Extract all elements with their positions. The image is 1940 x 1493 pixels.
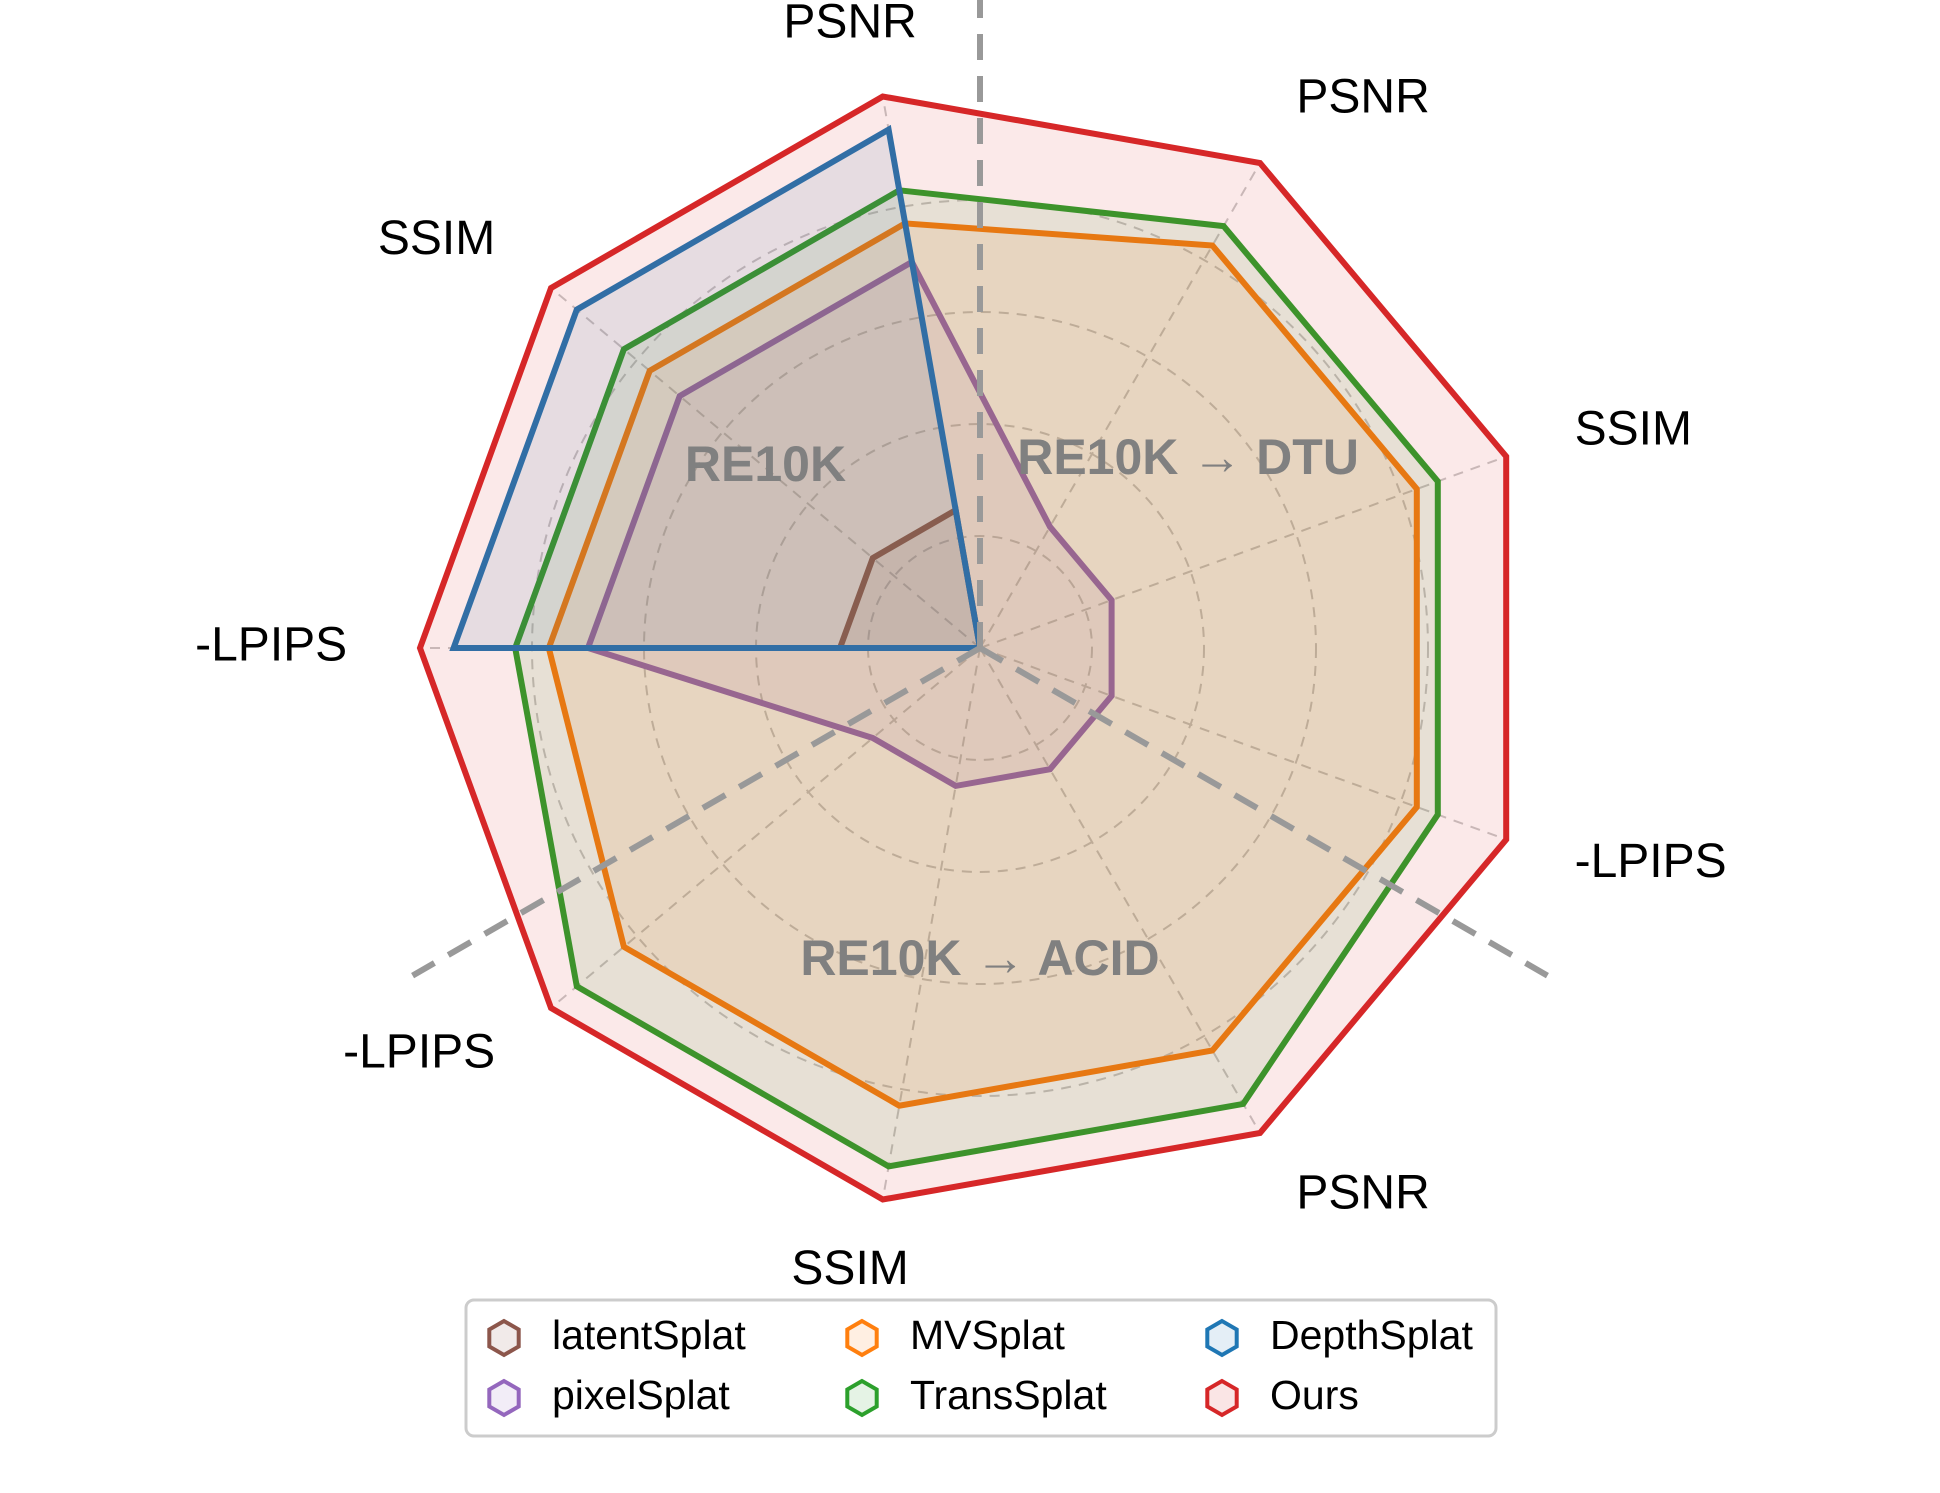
axis-label-8: SSIM bbox=[1575, 402, 1692, 455]
legend-marker-transsplat bbox=[845, 1378, 879, 1418]
legend-label-ours: Ours bbox=[1270, 1372, 1359, 1418]
axis-label-1: PSNR bbox=[783, 0, 916, 48]
legend-marker-ours bbox=[1205, 1378, 1239, 1418]
legend-label-pixelsplat: pixelSplat bbox=[552, 1372, 730, 1418]
legend-marker-pixelsplat bbox=[487, 1378, 521, 1418]
axis-label-7: -LPIPS bbox=[1575, 835, 1727, 888]
legend-marker-mvsplat bbox=[845, 1318, 879, 1358]
series-polygons bbox=[416, 93, 1510, 1203]
grid-circle-3 bbox=[643, 311, 1317, 985]
spoke-6 bbox=[979, 647, 1261, 1134]
series-transsplat bbox=[512, 187, 1441, 1170]
group-dividers bbox=[411, 0, 1549, 979]
axis-label-5: SSIM bbox=[791, 1242, 908, 1295]
series-ours bbox=[416, 93, 1510, 1203]
group-divider-3 bbox=[978, 645, 1549, 979]
legend-label-mvsplat: MVSplat bbox=[910, 1312, 1066, 1358]
legend: latentSplat pixelSplat MVSplat TransSplat De… bbox=[464, 1298, 1498, 1438]
group-label-2: RE10K → DTU bbox=[1017, 429, 1359, 485]
legend-marker-depthsplat bbox=[1205, 1318, 1239, 1358]
spoke-4 bbox=[550, 647, 981, 1009]
legend-label-depthsplat: DepthSplat bbox=[1270, 1312, 1473, 1358]
axis-label-4: -LPIPS bbox=[343, 1025, 495, 1078]
axis-label-9: PSNR bbox=[1296, 71, 1429, 124]
axis-label-3: -LPIPS bbox=[195, 619, 347, 672]
group-divider-2 bbox=[411, 645, 982, 979]
group-label-1: RE10K bbox=[685, 436, 846, 492]
group-label-3: RE10K → ACID bbox=[800, 930, 1159, 986]
axis-labels: PSNR SSIM -LPIPS -LPIPS SSIM PSNR -LPIPS SSIM PS… bbox=[195, 0, 1727, 1295]
legend-marker-latentsplat bbox=[487, 1318, 521, 1358]
axis-label-6: PSNR bbox=[1296, 1167, 1429, 1220]
spoke-2 bbox=[550, 287, 981, 649]
legend-label-transsplat: TransSplat bbox=[910, 1372, 1107, 1418]
axis-label-2: SSIM bbox=[378, 212, 495, 265]
legend-label-latentsplat: latentSplat bbox=[552, 1312, 746, 1358]
series-mvsplat bbox=[545, 220, 1420, 1109]
spoke-5 bbox=[881, 647, 981, 1200]
series-depthsplat bbox=[449, 124, 984, 651]
spoke-8 bbox=[979, 455, 1507, 649]
spoke-9 bbox=[979, 162, 1261, 649]
group-labels: RE10K RE10K → DTU RE10K → ACID bbox=[685, 429, 1359, 986]
series-pixelsplat bbox=[584, 257, 1115, 790]
spoke-7 bbox=[979, 647, 1507, 841]
